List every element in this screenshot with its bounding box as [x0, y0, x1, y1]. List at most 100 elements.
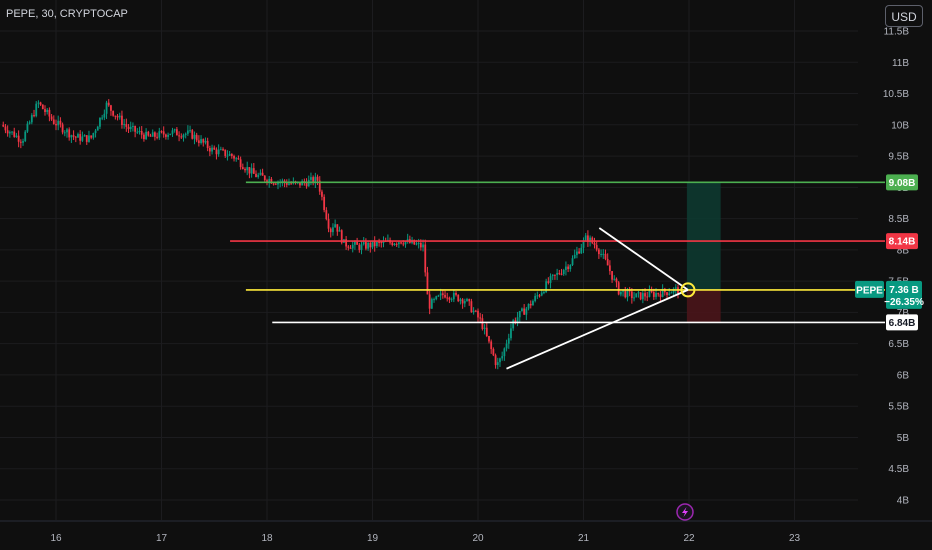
candle-body — [235, 158, 238, 160]
candle-body — [72, 135, 75, 137]
candle-body — [466, 299, 468, 302]
candle-body — [39, 102, 42, 105]
price-labels: 9.08B 8.14B 6.84B PEPE 7.36 B−26.35% — [855, 174, 924, 331]
candle-body — [228, 154, 231, 156]
candle-body — [94, 130, 97, 134]
candle-body — [24, 131, 27, 142]
candle-body — [321, 191, 323, 197]
candle-body — [650, 290, 653, 293]
candle-body — [22, 141, 24, 143]
y-tick-label: 9.5B — [888, 152, 909, 163]
candle-body — [15, 135, 18, 137]
candle-body — [312, 177, 315, 184]
y-tick-label: 10.5B — [883, 89, 909, 100]
x-tick-label: 23 — [789, 533, 801, 544]
candle-body — [538, 295, 541, 297]
candle-body — [191, 130, 194, 139]
candle-body — [127, 126, 130, 130]
candle-body — [184, 133, 187, 135]
candle-body — [626, 289, 629, 298]
candle-body — [450, 299, 453, 301]
candle-body — [114, 115, 117, 117]
candle-body — [670, 292, 673, 294]
candle-body — [88, 135, 90, 142]
candle-body — [600, 253, 602, 255]
candle-body — [463, 301, 466, 304]
candle-body — [468, 299, 471, 302]
candle-body — [639, 292, 642, 300]
candle-body — [580, 247, 583, 254]
candle-body — [615, 278, 618, 283]
candle-body — [274, 183, 277, 185]
candle-body — [525, 308, 528, 315]
candle-body — [415, 243, 418, 245]
candle-body — [233, 156, 235, 159]
candle-body — [252, 168, 255, 174]
y-tick-label: 10B — [891, 120, 909, 131]
candle-body — [455, 292, 457, 295]
candle-body — [107, 102, 110, 106]
candle-body — [197, 140, 200, 144]
candle-body — [565, 266, 567, 270]
candle-body — [92, 133, 95, 138]
candle-body — [446, 297, 449, 299]
candle-body — [112, 110, 115, 116]
candle-body — [195, 134, 198, 141]
candle-body — [485, 327, 488, 337]
white-level-label-bg — [886, 314, 918, 331]
candle-body — [652, 292, 655, 297]
candle-body — [226, 155, 229, 157]
candle-body — [134, 125, 137, 132]
candle-body — [378, 241, 380, 243]
candle-body — [13, 131, 16, 137]
candle-body — [30, 115, 33, 123]
candle-body — [499, 358, 501, 363]
candle-body — [52, 119, 55, 124]
candle-body — [325, 210, 328, 220]
candle-body — [83, 135, 86, 137]
candle-body — [156, 136, 159, 138]
candle-body — [512, 320, 515, 329]
candle-body — [397, 242, 400, 245]
candle-body — [248, 167, 251, 174]
candle-body — [334, 224, 337, 228]
candle-body — [81, 136, 84, 141]
candle-body — [532, 301, 534, 306]
candle-body — [644, 293, 646, 297]
candle-body — [169, 133, 172, 135]
candle-body — [578, 251, 581, 254]
candle-body — [622, 290, 624, 292]
chart-extras — [676, 503, 694, 521]
candle-body — [666, 292, 668, 295]
candle-body — [151, 132, 154, 137]
candle-body — [259, 172, 262, 175]
candle-body — [255, 173, 257, 178]
x-tick-label: 22 — [683, 533, 695, 544]
candle-body — [44, 109, 46, 113]
candle-body — [99, 117, 101, 127]
candle-body — [26, 123, 29, 132]
candle-body — [66, 129, 68, 133]
currency-button[interactable]: USD — [885, 5, 923, 27]
candle-body — [28, 122, 31, 124]
candle-body — [200, 139, 202, 144]
candle-body — [371, 240, 374, 248]
triangle-drawing — [506, 227, 696, 370]
candle-body — [452, 292, 455, 300]
candle-body — [241, 167, 244, 170]
candle-body — [422, 244, 424, 248]
x-tick-label: 21 — [578, 533, 590, 544]
candle-body — [288, 183, 290, 185]
candle-body — [105, 102, 108, 114]
candle-body — [96, 126, 99, 131]
red-level-label-bg — [886, 233, 918, 250]
candle-body — [63, 132, 66, 134]
candle-body — [35, 103, 38, 116]
candle-body — [661, 288, 664, 297]
candle-body — [547, 281, 550, 283]
candle-body — [474, 310, 477, 312]
candle-body — [534, 295, 537, 302]
candle-body — [189, 130, 191, 132]
candle-body — [178, 135, 180, 137]
